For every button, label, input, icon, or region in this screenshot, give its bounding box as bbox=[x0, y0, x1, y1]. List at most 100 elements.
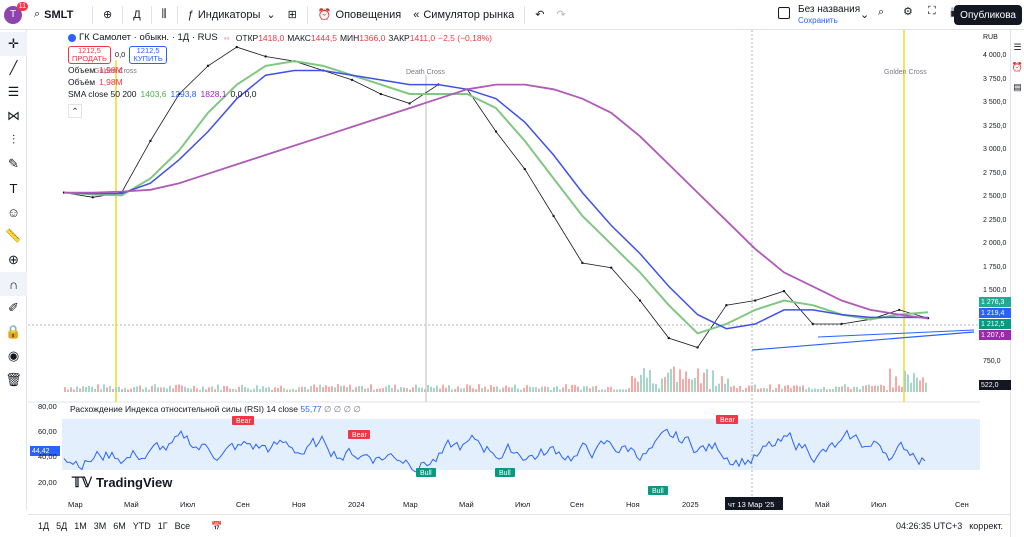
fullscreen-icon[interactable]: ⛶ bbox=[928, 5, 936, 17]
price-tick: 3 500,0 bbox=[983, 99, 1007, 107]
volume-bar bbox=[580, 389, 582, 392]
volume-bar bbox=[385, 386, 387, 392]
brush-icon[interactable]: ✎ bbox=[8, 156, 19, 171]
trendline-2[interactable] bbox=[817, 329, 975, 338]
range-button[interactable]: 1М bbox=[74, 521, 87, 531]
interval-button[interactable]: Д bbox=[133, 8, 141, 21]
watchlist-icon[interactable]: ☰ bbox=[1013, 42, 1022, 52]
volume-bar bbox=[883, 385, 885, 392]
alerts-button[interactable]: ⏰ Оповещения bbox=[317, 8, 402, 22]
price-chart[interactable]: Golden Cross Death Cross Golden Cross Be… bbox=[28, 30, 980, 510]
price-tick: 2 250,0 bbox=[983, 216, 1007, 224]
symbol-legend[interactable]: ГК Самолет · обыкн. · 1Д · RUS ◦◦ ОТКР 14… bbox=[68, 32, 492, 44]
rsi-legend[interactable]: Расхождение Индекса относительной силы (… bbox=[70, 404, 361, 414]
time-axis[interactable]: Мар Май Июл Сен Ноя 2024 Мар Май Июл Сен Ноя 2025 Ма… bbox=[68, 500, 969, 509]
trendline-1[interactable] bbox=[751, 331, 975, 351]
pattern-icon[interactable]: ⋈ bbox=[7, 108, 20, 123]
forecast-icon[interactable]: ⫶ bbox=[11, 132, 16, 147]
symbol-search[interactable]: ⌕ SMLT bbox=[34, 8, 74, 21]
zoom-in-icon[interactable]: ⊕ bbox=[8, 252, 19, 267]
eye-icon[interactable]: ◉ bbox=[7, 348, 20, 363]
layout-checkbox[interactable] bbox=[778, 7, 790, 19]
volume-bar bbox=[265, 387, 267, 392]
settings-icon[interactable]: ⚙ bbox=[903, 6, 913, 18]
volume-bar bbox=[835, 386, 837, 392]
volume-bar bbox=[424, 389, 426, 392]
volume-bar bbox=[457, 386, 459, 392]
time-tick: Май bbox=[815, 500, 830, 509]
text-icon[interactable]: T bbox=[9, 180, 18, 196]
volume-bar bbox=[283, 388, 285, 392]
price-point bbox=[552, 214, 555, 218]
volume-bar bbox=[853, 386, 855, 392]
templates-icon[interactable]: ⊞ bbox=[287, 9, 297, 21]
trendline-icon[interactable]: ╱ bbox=[9, 60, 18, 75]
price-tag: 1 207,6 bbox=[979, 330, 1011, 340]
price-point bbox=[379, 92, 382, 96]
price-scale[interactable]: RUB 4 000,0 3 750,0 3 500,0 3 250,0 3 000,0 2… bbox=[980, 30, 1010, 510]
volume-bar bbox=[274, 387, 276, 392]
volume-bar bbox=[772, 389, 774, 392]
price-point bbox=[91, 196, 94, 199]
undo-icon[interactable]: ↶ bbox=[535, 9, 545, 21]
compare-symbol-button[interactable]: ⊕ bbox=[103, 9, 113, 21]
clock[interactable]: 04:26:35 UTC+3 bbox=[895, 521, 963, 531]
sell-button[interactable]: 1212,5 ПРОДАТЬ bbox=[68, 46, 111, 64]
volume-legend-2[interactable]: Объём 1,98M bbox=[68, 77, 123, 87]
range-button[interactable]: Все bbox=[174, 521, 191, 531]
emoji-icon[interactable]: ☺ bbox=[6, 204, 21, 220]
lock-drawings-icon[interactable]: ✐ bbox=[8, 300, 19, 315]
volume-legend-1[interactable]: Объем 1,98M bbox=[68, 65, 123, 75]
date-range-icon[interactable]: 📅 bbox=[211, 520, 223, 531]
candles-icon[interactable]: ⫼ bbox=[161, 8, 167, 20]
volume-bar bbox=[622, 389, 624, 392]
replay-button[interactable]: «Симулятор рынка bbox=[413, 8, 515, 21]
data-window-icon[interactable]: ▤ bbox=[1013, 82, 1022, 92]
volume-bar bbox=[754, 384, 756, 392]
buy-button[interactable]: 1212,5 КУПИТЬ bbox=[129, 46, 167, 64]
quick-search-icon[interactable]: ⌕ bbox=[878, 6, 885, 18]
range-button[interactable]: 1Г bbox=[157, 521, 168, 531]
fib-icon[interactable]: ☰ bbox=[7, 84, 20, 99]
range-button[interactable]: 5Д bbox=[56, 521, 68, 531]
range-button[interactable]: 6М bbox=[113, 521, 126, 531]
price-tick: 3 250,0 bbox=[983, 122, 1007, 130]
range-button[interactable]: 3М bbox=[93, 521, 107, 531]
ruler-icon[interactable]: 📏 bbox=[5, 228, 22, 243]
indicators-button[interactable]: ƒ Индикаторы ⌄ bbox=[187, 8, 276, 22]
volume-bar bbox=[880, 384, 882, 392]
range-button[interactable]: 1Д bbox=[38, 521, 50, 531]
redo-icon[interactable]: ↷ bbox=[556, 9, 566, 21]
volume-bar bbox=[871, 386, 873, 392]
volume-bar bbox=[346, 386, 348, 392]
layout-chevron-icon[interactable]: ⌄ bbox=[860, 9, 870, 21]
volume-bar bbox=[487, 389, 489, 392]
volume-bar bbox=[529, 386, 531, 392]
volume-bar bbox=[913, 373, 915, 392]
trash-icon[interactable]: 🗑 bbox=[5, 372, 22, 387]
collapse-legend-button[interactable]: ⌃ bbox=[68, 104, 82, 118]
crosshair-icon[interactable]: ✛ bbox=[0, 32, 27, 56]
volume-bar bbox=[679, 369, 681, 392]
layout-name[interactable]: Без названия Сохранить bbox=[798, 4, 861, 25]
volume-bar bbox=[604, 389, 606, 392]
volume-bar bbox=[841, 386, 843, 392]
volume-bar bbox=[793, 385, 795, 392]
lock-icon[interactable]: 🔒 bbox=[5, 324, 22, 339]
publish-button[interactable]: Опубликова bbox=[954, 5, 1022, 25]
volume-bar bbox=[160, 387, 162, 392]
alerts-panel-icon[interactable]: ⏰ bbox=[1011, 62, 1024, 72]
range-button[interactable]: YTD bbox=[132, 521, 151, 531]
volume-bar bbox=[82, 386, 84, 392]
volume-bar bbox=[85, 387, 87, 392]
volume-bar bbox=[409, 389, 411, 392]
time-tick: 2024 bbox=[348, 500, 365, 509]
volume-bar bbox=[583, 386, 585, 392]
sma-legend[interactable]: SMA close 50 200 1403,6 1293,8 1828,1 0,0 0,… bbox=[68, 89, 257, 99]
volume-bar bbox=[517, 388, 519, 392]
volume-bar bbox=[898, 385, 900, 392]
user-avatar[interactable]: T 11 bbox=[4, 1, 28, 24]
volume-bar bbox=[802, 385, 804, 392]
magnet-icon[interactable]: ∩ bbox=[0, 272, 27, 296]
adjust-button[interactable]: коррект. bbox=[969, 521, 1003, 531]
